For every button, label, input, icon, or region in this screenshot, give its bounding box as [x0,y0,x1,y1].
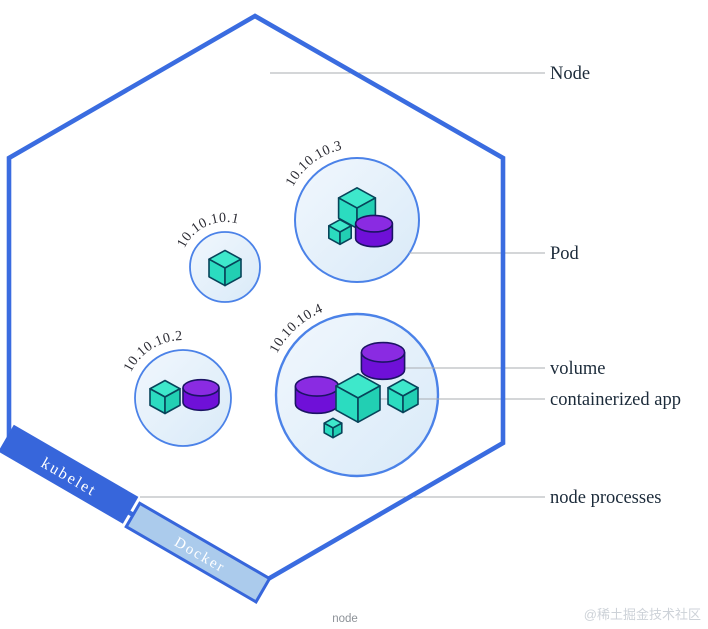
volume-cylinder-icon [182,378,220,412]
volume-cylinder-icon [354,214,394,248]
watermark: @稀土掘金技术社区 [584,607,701,622]
container-cube-icon [328,219,352,245]
kubelet-band: kubelet [0,424,139,524]
container-cube-icon [323,417,343,439]
containerized-app-callout-label: containerized app [550,390,681,410]
container-cube-icon [149,379,181,415]
docker-band: Docker [124,501,272,604]
volume-cylinder-icon [294,375,340,415]
container-cube-icon [208,249,242,287]
pod-callout-label: Pod [550,244,580,264]
volume-cylinder-icon [360,341,406,381]
node-processes-callout-label: node processes [550,488,661,508]
node-callout-label: Node [550,64,590,84]
diagram-caption: node [332,613,358,625]
volume-callout-label: volume [550,359,606,379]
container-cube-icon [387,378,419,414]
